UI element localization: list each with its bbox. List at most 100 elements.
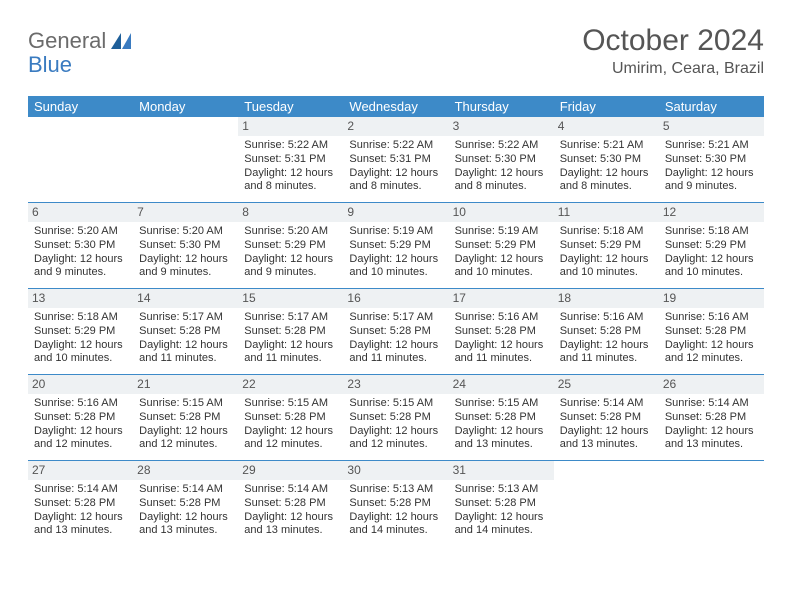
sunrise-text: Sunrise: 5:19 AM (349, 225, 442, 239)
weekday-tuesday: Tuesday (238, 96, 343, 117)
sunset-text: Sunset: 5:28 PM (244, 497, 337, 511)
sunset-text: Sunset: 5:31 PM (349, 153, 442, 167)
calendar-week-row: 20Sunrise: 5:16 AMSunset: 5:28 PMDayligh… (28, 375, 764, 461)
daylight-text: Daylight: 12 hours and 11 minutes. (139, 339, 232, 367)
sunrise-text: Sunrise: 5:14 AM (665, 397, 758, 411)
sunrise-text: Sunrise: 5:21 AM (560, 139, 653, 153)
calendar-day-cell: 22Sunrise: 5:15 AMSunset: 5:28 PMDayligh… (238, 375, 343, 461)
logo: General Blue (28, 24, 131, 77)
calendar-day-cell: 19Sunrise: 5:16 AMSunset: 5:28 PMDayligh… (659, 289, 764, 375)
calendar-day-cell: 23Sunrise: 5:15 AMSunset: 5:28 PMDayligh… (343, 375, 448, 461)
day-number: 12 (659, 203, 764, 222)
daylight-text: Daylight: 12 hours and 13 minutes. (139, 511, 232, 539)
sunrise-text: Sunrise: 5:16 AM (34, 397, 127, 411)
sunset-text: Sunset: 5:28 PM (665, 411, 758, 425)
sunset-text: Sunset: 5:28 PM (560, 411, 653, 425)
sunrise-text: Sunrise: 5:15 AM (244, 397, 337, 411)
sunset-text: Sunset: 5:28 PM (139, 325, 232, 339)
calendar-table: Sunday Monday Tuesday Wednesday Thursday… (28, 96, 764, 546)
sunset-text: Sunset: 5:30 PM (560, 153, 653, 167)
calendar-day-cell (133, 117, 238, 203)
sunset-text: Sunset: 5:30 PM (34, 239, 127, 253)
sunrise-text: Sunrise: 5:17 AM (139, 311, 232, 325)
calendar-day-cell: 25Sunrise: 5:14 AMSunset: 5:28 PMDayligh… (554, 375, 659, 461)
sunrise-text: Sunrise: 5:14 AM (560, 397, 653, 411)
calendar-day-cell: 12 Sunrise: 5:18 AMSunset: 5:29 PMDayligh… (659, 203, 764, 289)
sunrise-text: Sunrise: 5:22 AM (349, 139, 442, 153)
day-number: 15 (238, 289, 343, 308)
daylight-text: Daylight: 12 hours and 10 minutes. (665, 253, 758, 281)
sunrise-text: Sunrise: 5:19 AM (455, 225, 548, 239)
calendar-day-cell: 18Sunrise: 5:16 AMSunset: 5:28 PMDayligh… (554, 289, 659, 375)
day-number: 9 (343, 203, 448, 222)
weekday-header-row: Sunday Monday Tuesday Wednesday Thursday… (28, 96, 764, 117)
title-block: October 2024 Umirim, Ceara, Brazil (582, 24, 764, 78)
sunset-text: Sunset: 5:28 PM (139, 411, 232, 425)
sunset-text: Sunset: 5:28 PM (665, 325, 758, 339)
daylight-text: Daylight: 12 hours and 14 minutes. (349, 511, 442, 539)
day-number: 25 (554, 375, 659, 394)
calendar-day-cell: 11Sunrise: 5:18 AMSunset: 5:29 PMDayligh… (554, 203, 659, 289)
sunset-text: Sunset: 5:28 PM (244, 325, 337, 339)
sunrise-text: Sunrise: 5:13 AM (349, 483, 442, 497)
day-number: 1 (238, 117, 343, 136)
daylight-text: Daylight: 12 hours and 11 minutes. (244, 339, 337, 367)
daylight-text: Daylight: 12 hours and 11 minutes. (455, 339, 548, 367)
day-number: 2 (343, 117, 448, 136)
day-number: 14 (133, 289, 238, 308)
sunrise-text: Sunrise: 5:17 AM (244, 311, 337, 325)
calendar-day-cell: 31Sunrise: 5:13 AMSunset: 5:28 PMDayligh… (449, 461, 554, 547)
weekday-thursday: Thursday (449, 96, 554, 117)
sunset-text: Sunset: 5:29 PM (665, 239, 758, 253)
sunset-text: Sunset: 5:28 PM (139, 497, 232, 511)
sunset-text: Sunset: 5:28 PM (560, 325, 653, 339)
day-number: 6 (28, 203, 133, 222)
day-number: 26 (659, 375, 764, 394)
sunset-text: Sunset: 5:29 PM (560, 239, 653, 253)
sunrise-text: Sunrise: 5:14 AM (34, 483, 127, 497)
day-number: 24 (449, 375, 554, 394)
sunrise-text: Sunrise: 5:15 AM (455, 397, 548, 411)
daylight-text: Daylight: 12 hours and 13 minutes. (665, 425, 758, 453)
daylight-text: Daylight: 12 hours and 12 minutes. (665, 339, 758, 367)
weekday-saturday: Saturday (659, 96, 764, 117)
daylight-text: Daylight: 12 hours and 13 minutes. (34, 511, 127, 539)
sunset-text: Sunset: 5:28 PM (349, 325, 442, 339)
day-number: 16 (343, 289, 448, 308)
calendar-day-cell (554, 461, 659, 547)
day-number: 23 (343, 375, 448, 394)
calendar-week-row: 6Sunrise: 5:20 AMSunset: 5:30 PMDaylight… (28, 203, 764, 289)
sunrise-text: Sunrise: 5:22 AM (455, 139, 548, 153)
calendar-day-cell: 1Sunrise: 5:22 AMSunset: 5:31 PMDaylight… (238, 117, 343, 203)
day-number: 5 (659, 117, 764, 136)
header: General Blue October 2024 Umirim, Ceara,… (28, 24, 764, 78)
day-number: 7 (133, 203, 238, 222)
calendar-day-cell: 3Sunrise: 5:22 AMSunset: 5:30 PMDaylight… (449, 117, 554, 203)
weekday-wednesday: Wednesday (343, 96, 448, 117)
sunrise-text: Sunrise: 5:18 AM (665, 225, 758, 239)
daylight-text: Daylight: 12 hours and 9 minutes. (139, 253, 232, 281)
sunrise-text: Sunrise: 5:15 AM (349, 397, 442, 411)
calendar-day-cell: 30Sunrise: 5:13 AMSunset: 5:28 PMDayligh… (343, 461, 448, 547)
sunset-text: Sunset: 5:30 PM (665, 153, 758, 167)
sunrise-text: Sunrise: 5:14 AM (139, 483, 232, 497)
sunset-text: Sunset: 5:28 PM (349, 497, 442, 511)
calendar-day-cell: 10Sunrise: 5:19 AMSunset: 5:29 PMDayligh… (449, 203, 554, 289)
daylight-text: Daylight: 12 hours and 9 minutes. (34, 253, 127, 281)
sunset-text: Sunset: 5:28 PM (34, 411, 127, 425)
day-number: 11 (554, 203, 659, 222)
daylight-text: Daylight: 12 hours and 10 minutes. (34, 339, 127, 367)
calendar-day-cell: 5Sunrise: 5:21 AMSunset: 5:30 PMDaylight… (659, 117, 764, 203)
day-number: 20 (28, 375, 133, 394)
weekday-sunday: Sunday (28, 96, 133, 117)
day-number: 13 (28, 289, 133, 308)
weekday-friday: Friday (554, 96, 659, 117)
sunrise-text: Sunrise: 5:17 AM (349, 311, 442, 325)
sunrise-text: Sunrise: 5:16 AM (455, 311, 548, 325)
day-number: 17 (449, 289, 554, 308)
sunset-text: Sunset: 5:28 PM (455, 411, 548, 425)
sunset-text: Sunset: 5:30 PM (455, 153, 548, 167)
calendar-day-cell: 8Sunrise: 5:20 AMSunset: 5:29 PMDaylight… (238, 203, 343, 289)
sunrise-text: Sunrise: 5:16 AM (560, 311, 653, 325)
sunset-text: Sunset: 5:28 PM (244, 411, 337, 425)
